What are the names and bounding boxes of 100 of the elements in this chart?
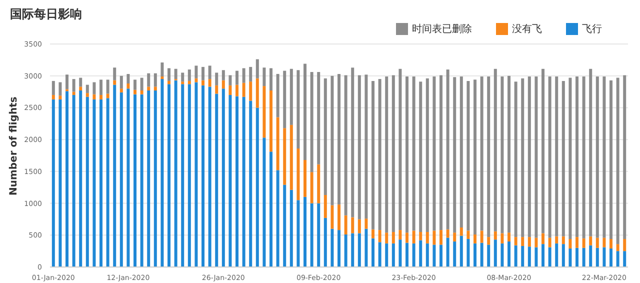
bar (215, 94, 218, 267)
bar (276, 74, 280, 118)
bar (508, 242, 511, 267)
bar (256, 108, 259, 267)
bar (446, 69, 450, 230)
bar (140, 90, 144, 94)
bar (324, 218, 327, 267)
bar (317, 164, 320, 204)
bar (113, 80, 116, 85)
bar (528, 237, 531, 247)
bar (202, 66, 205, 80)
bar (290, 124, 293, 190)
bar (324, 195, 327, 218)
bar (208, 66, 212, 80)
bar (317, 72, 320, 164)
bar (494, 240, 497, 267)
bar (338, 230, 341, 267)
bar (344, 215, 348, 235)
bar (385, 232, 388, 244)
bar (440, 244, 443, 267)
bar (174, 80, 178, 267)
bar (344, 234, 348, 267)
bar (188, 84, 191, 267)
bar (534, 76, 538, 238)
bar (392, 75, 395, 232)
bar (58, 82, 62, 96)
bar (568, 238, 572, 249)
bar (338, 74, 341, 205)
legend-label: 没有飞 (512, 24, 542, 35)
bar (596, 76, 599, 238)
bar (548, 247, 552, 267)
bar (242, 82, 246, 97)
bar (310, 72, 314, 172)
bar (147, 73, 150, 87)
bar (52, 80, 55, 95)
bar (304, 64, 307, 160)
bar (453, 77, 456, 233)
bar (181, 84, 184, 267)
bar (398, 240, 402, 267)
bar (480, 230, 484, 243)
bar (126, 88, 130, 267)
bar (222, 80, 225, 89)
bar (66, 74, 69, 90)
bar (86, 93, 89, 97)
bar (521, 78, 524, 238)
y-axis-title: Number of flights (8, 96, 20, 196)
bar (79, 86, 82, 91)
bar (147, 86, 150, 91)
bar (242, 68, 246, 83)
bar (528, 246, 531, 267)
bar (304, 196, 307, 267)
bar (92, 94, 96, 100)
bar (222, 70, 225, 80)
bar (610, 80, 613, 239)
bar (398, 68, 402, 230)
bar (542, 233, 545, 244)
bar (446, 229, 450, 238)
bar (66, 91, 69, 267)
bar (304, 160, 307, 197)
bar (276, 117, 280, 170)
bar (174, 68, 178, 80)
bar (86, 84, 89, 94)
bar (194, 82, 198, 267)
bar (419, 82, 422, 232)
bar (324, 78, 327, 196)
bar (412, 76, 416, 231)
bar (140, 94, 144, 267)
bar (378, 242, 382, 267)
bar (194, 78, 198, 82)
bar (426, 243, 429, 267)
bar (616, 244, 620, 252)
bar (310, 172, 314, 204)
bar (474, 243, 477, 267)
bar (487, 237, 490, 245)
bar (568, 248, 572, 267)
bar (283, 128, 286, 185)
bar (514, 82, 518, 238)
bar (228, 75, 232, 86)
chart-title: 国际每日影响 (10, 6, 82, 23)
bar (466, 230, 470, 239)
bar (296, 70, 300, 148)
bar (555, 236, 558, 244)
bar (168, 68, 171, 81)
bar (474, 80, 477, 235)
bar (562, 80, 565, 236)
bar (548, 76, 552, 238)
bar (364, 228, 368, 267)
bar (351, 233, 354, 267)
bar (412, 243, 416, 267)
bar (378, 79, 382, 230)
bar (602, 76, 606, 238)
bar (494, 68, 497, 232)
bar (106, 80, 110, 94)
bar (188, 69, 191, 81)
bar (521, 246, 524, 267)
bar (72, 79, 76, 92)
bar (508, 76, 511, 233)
bar (215, 85, 218, 94)
bar (168, 84, 171, 267)
bar (534, 238, 538, 248)
